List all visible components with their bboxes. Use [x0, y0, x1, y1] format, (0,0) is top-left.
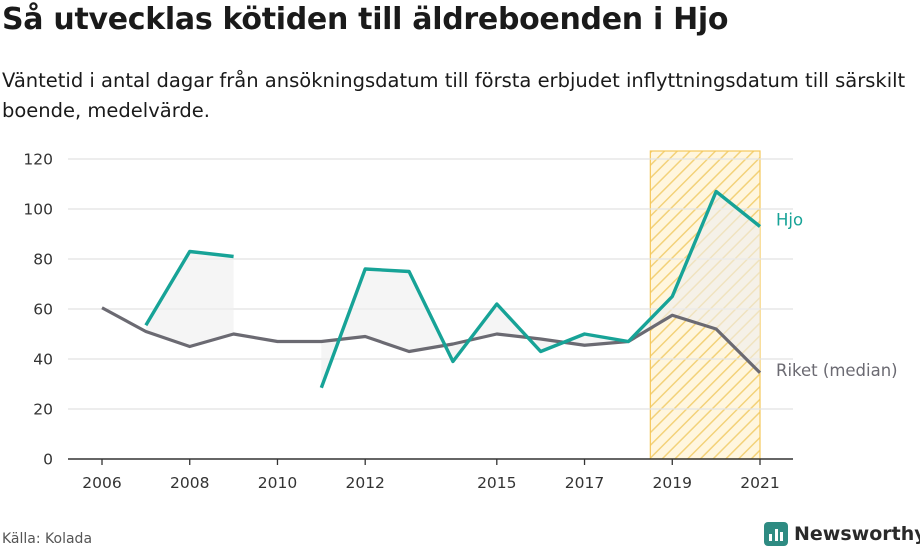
difference-area [145, 251, 234, 347]
x-tick-label: 2010 [258, 474, 297, 492]
y-tick-label: 80 [33, 251, 53, 269]
series-labels: Hjo Riket (median) [776, 211, 898, 381]
brand-name: Newsworthy [794, 523, 920, 545]
riket-series-label: Riket (median) [776, 361, 898, 380]
chart-title: Så utvecklas kötiden till äldreboenden i… [2, 2, 729, 37]
chart-subtitle: Väntetid i antal dagar från ansökningsda… [2, 69, 906, 122]
hjo-line [144, 249, 234, 327]
x-tick-label: 2015 [477, 474, 516, 492]
y-tick-label: 40 [33, 351, 53, 369]
x-tick-label: 2008 [170, 474, 209, 492]
source-note: Källa: Kolada [2, 531, 93, 547]
x-tick-label: 2017 [565, 474, 604, 492]
x-tick-label: 2012 [345, 474, 384, 492]
y-tick-label: 20 [33, 401, 53, 419]
hjo-line [319, 189, 762, 389]
x-tick-label: 2021 [740, 474, 779, 492]
x-tick-label: 2006 [82, 474, 121, 492]
y-tick-label: 100 [23, 201, 53, 219]
riket-line [101, 306, 762, 374]
brand-logo: Newsworthy [764, 519, 920, 549]
axis: 0 20 40 60 80 100 120 2006 2008 2010 2012 2015 2017 2… [23, 151, 793, 492]
difference-fill [145, 191, 760, 388]
y-tick-label: 0 [43, 451, 53, 469]
difference-area [321, 191, 760, 388]
y-tick-label: 120 [23, 151, 53, 169]
hjo-series-label: Hjo [776, 211, 803, 230]
bar-chart-icon [764, 522, 788, 546]
x-tick-label: 2019 [653, 474, 692, 492]
y-tick-label: 60 [33, 301, 53, 319]
series-lines [101, 189, 762, 389]
